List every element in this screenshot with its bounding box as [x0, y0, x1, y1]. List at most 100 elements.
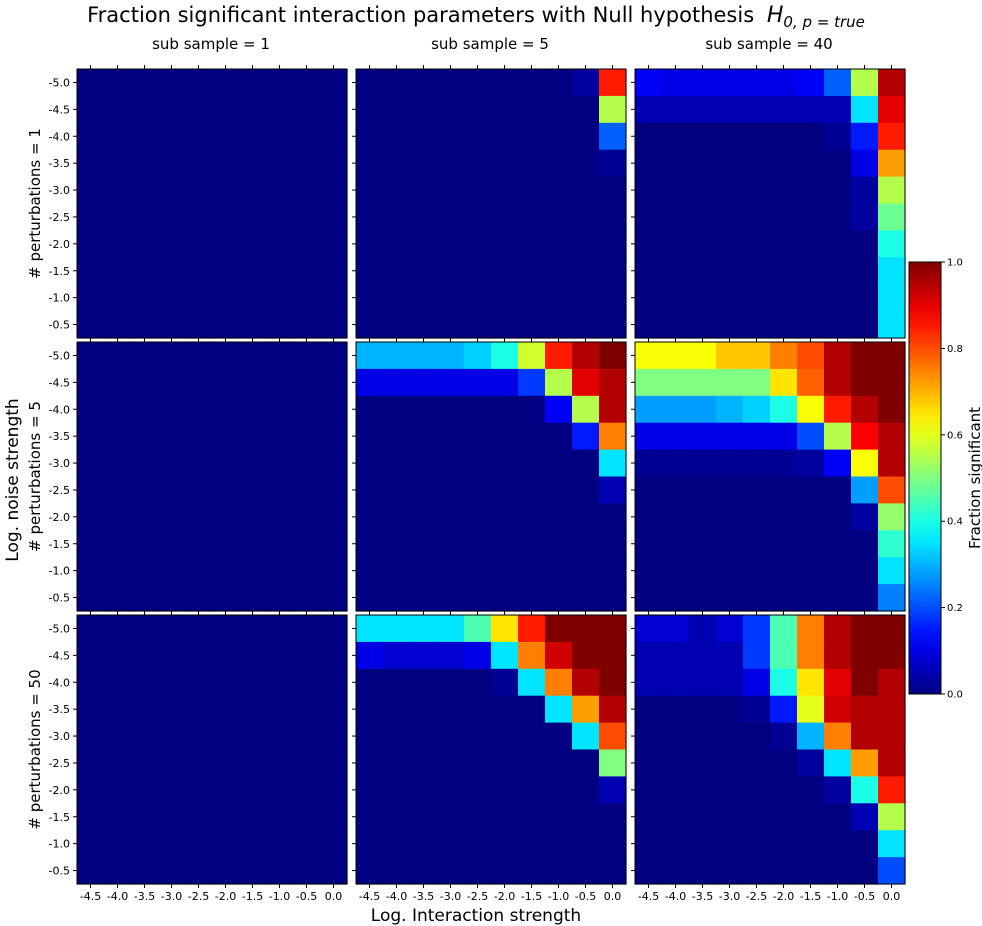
- heatmap-cell: [545, 69, 573, 97]
- heatmap-cell: [437, 584, 465, 612]
- heatmap-cell: [599, 122, 627, 151]
- heatmap-cell: [635, 557, 663, 585]
- heatmap-cell: [824, 830, 852, 858]
- heatmap-cell: [545, 749, 573, 777]
- y-tick-label: -2.0: [49, 784, 70, 797]
- heatmap-cell: [545, 668, 573, 697]
- heatmap-cell: [545, 476, 573, 504]
- y-tick-label: -2.0: [49, 511, 70, 524]
- heatmap-cell: [743, 69, 771, 97]
- heatmap-cell: [662, 257, 690, 285]
- heatmap-cell: [491, 830, 519, 858]
- heatmap-cell: [320, 230, 348, 258]
- heatmap-cell: [689, 722, 717, 751]
- heatmap-cell: [878, 503, 906, 531]
- heatmap-cell: [104, 230, 132, 258]
- heatmap-cell: [293, 695, 321, 724]
- heatmap-cell: [356, 557, 384, 585]
- heatmap-cell: [356, 695, 384, 724]
- heatmap-cell: [383, 749, 411, 777]
- heatmap-cell: [878, 584, 906, 612]
- heatmap-cell: [104, 449, 132, 478]
- heatmap-cell: [320, 368, 348, 397]
- heatmap-cell: [293, 284, 321, 312]
- heatmap-cell: [320, 557, 348, 585]
- heatmap-cell: [851, 857, 879, 885]
- heatmap-cell: [851, 122, 879, 151]
- heatmap-cell: [266, 476, 294, 504]
- y-tick-label: -3.0: [49, 457, 70, 470]
- heatmap-cell: [716, 69, 744, 97]
- heatmap-cell: [770, 176, 798, 205]
- heatmap-cell: [518, 230, 546, 258]
- heatmap-cell: [689, 203, 717, 231]
- heatmap-cell: [689, 395, 717, 424]
- heatmap-cell: [266, 695, 294, 724]
- heatmap-cell: [437, 476, 465, 504]
- heatmap-cell: [185, 530, 213, 558]
- heatmap-cell: [410, 857, 438, 885]
- heatmap-cell: [518, 503, 546, 531]
- y-tick-label: -3.0: [49, 184, 70, 197]
- heatmap-cell: [797, 149, 825, 178]
- heatmap-cell: [878, 749, 906, 777]
- heatmap-cell: [491, 311, 519, 339]
- heatmap-cell: [320, 203, 348, 231]
- heatmap-cell: [131, 857, 159, 885]
- heatmap-cell: [383, 284, 411, 312]
- heatmap-cell: [356, 284, 384, 312]
- heatmap-cell: [545, 395, 573, 424]
- heatmap-cell: [410, 230, 438, 258]
- heatmap-cell: [185, 503, 213, 531]
- heatmap-cell: [572, 695, 600, 724]
- heatmap-cell: [797, 284, 825, 312]
- heatmap-cell: [212, 668, 240, 697]
- heatmap-cell: [131, 203, 159, 231]
- heatmap-cell: [77, 557, 105, 585]
- heatmap-cell: [770, 803, 798, 831]
- heatmap-cell: [770, 149, 798, 178]
- heatmap-cell: [464, 395, 492, 424]
- heatmap-cell: [851, 449, 879, 478]
- heatmap-cell: [599, 749, 627, 777]
- heatmap-cell: [797, 342, 825, 370]
- heatmap-cell: [383, 368, 411, 397]
- heatmap-cell: [743, 230, 771, 258]
- heatmap-cell: [293, 257, 321, 285]
- heatmap-cell: [104, 803, 132, 831]
- heatmap-cell: [239, 830, 267, 858]
- heatmap-cell: [383, 95, 411, 124]
- heatmap-cell: [293, 230, 321, 258]
- heatmap-cell: [464, 284, 492, 312]
- heatmap-cell: [662, 584, 690, 612]
- y-tick-label: -0.5: [49, 865, 70, 878]
- x-tick-label: 0.0: [604, 890, 622, 903]
- heatmap-cell: [266, 395, 294, 424]
- heatmap-cell: [464, 557, 492, 585]
- heatmap-cell: [293, 476, 321, 504]
- heatmap-cell: [545, 311, 573, 339]
- x-tick-label: -3.5: [134, 890, 155, 903]
- heatmap-cell: [212, 122, 240, 151]
- heatmap-cell: [356, 615, 384, 643]
- heatmap-cell: [383, 176, 411, 205]
- heatmap-cell: [104, 176, 132, 205]
- heatmap-cell: [743, 668, 771, 697]
- y-tick-label: -2.5: [49, 484, 70, 497]
- heatmap-cell: [212, 857, 240, 885]
- heatmap-cell: [131, 284, 159, 312]
- heatmap-cell: [437, 203, 465, 231]
- heatmap-cell: [662, 641, 690, 670]
- heatmap-cell: [518, 284, 546, 312]
- heatmap-cell: [491, 776, 519, 804]
- heatmap-cell: [545, 257, 573, 285]
- heatmap-cell: [212, 449, 240, 478]
- heatmap-cell: [851, 503, 879, 531]
- heatmap-cell: [239, 722, 267, 751]
- heatmap-cell: [545, 95, 573, 124]
- y-tick-label: -1.5: [49, 811, 70, 824]
- heatmap-cell: [266, 641, 294, 670]
- heatmap-cell: [212, 69, 240, 97]
- heatmap-cell: [185, 584, 213, 612]
- x-tick-label: -4.0: [107, 890, 128, 903]
